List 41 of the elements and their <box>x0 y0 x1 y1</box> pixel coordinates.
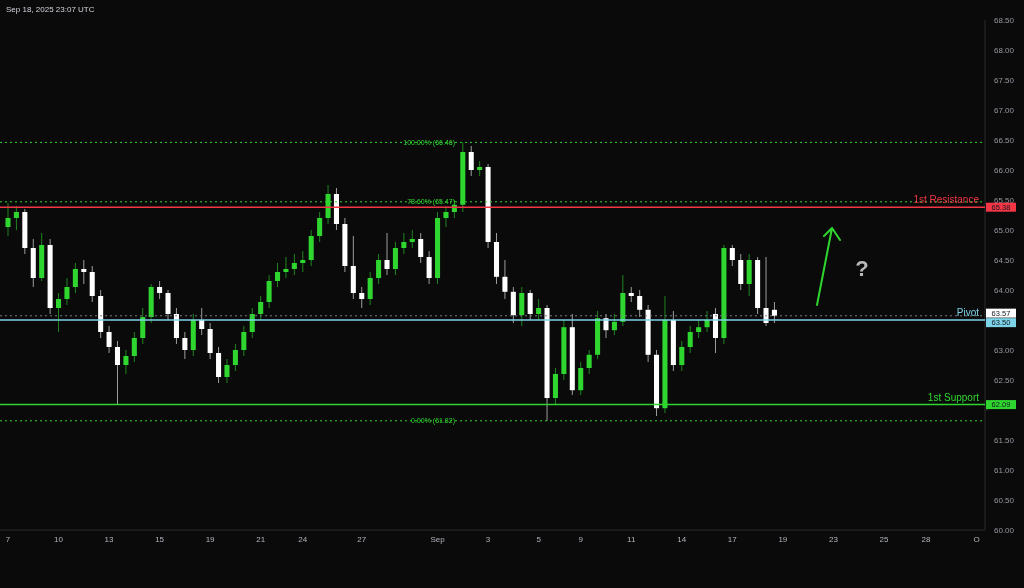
x-tick-label: 24 <box>298 535 308 544</box>
x-tick-label: 14 <box>677 535 687 544</box>
y-tick-label: 64.00 <box>993 285 1015 295</box>
ref-line-label: 1st Support <box>927 391 980 403</box>
x-tick-label: 25 <box>879 535 889 544</box>
y-tick-label: 66.00 <box>993 165 1015 175</box>
x-tick-label: 10 <box>54 535 64 544</box>
x-tick-label: 5 <box>536 535 542 544</box>
y-tick-label: 64.50 <box>993 255 1015 265</box>
x-tick-label: 21 <box>256 535 266 544</box>
x-tick-label: 27 <box>357 535 367 544</box>
y-tick-label: 68.00 <box>993 45 1015 55</box>
x-tick-label: 19 <box>778 535 788 544</box>
y-tick-label: 66.50 <box>993 135 1015 145</box>
ref-line-label: 1st Resistance <box>913 194 980 206</box>
y-tick-label: 60.00 <box>993 525 1015 535</box>
x-tick-label: 15 <box>155 535 165 544</box>
y-tick-label: 61.00 <box>993 465 1015 475</box>
x-tick-label: 9 <box>578 535 584 544</box>
x-tick-label: 23 <box>828 535 839 544</box>
x-tick-label: 3 <box>485 535 491 544</box>
x-tick-label: 13 <box>104 535 115 544</box>
y-tick-label: 60.50 <box>993 495 1015 505</box>
ref-line-label: Pivot <box>956 307 980 318</box>
x-tick-label: 19 <box>205 535 216 544</box>
text: Sep 18, 2025 23:07 UTC <box>6 5 95 14</box>
y-tick-label: 63.00 <box>993 345 1015 355</box>
y-tick-label: 65.50 <box>993 195 1015 205</box>
y-tick-label: 62.50 <box>993 375 1015 385</box>
x-tick-label: O <box>973 535 980 544</box>
y-tick-label: 61.50 <box>993 435 1015 445</box>
y-tick-label: 68.50 <box>993 15 1015 25</box>
y-tick-label: 67.50 <box>993 75 1015 85</box>
annotation: ? <box>855 256 869 281</box>
x-tick-label: 17 <box>727 535 738 544</box>
y-tick-label: 65.00 <box>993 225 1015 235</box>
x-tick-label: 7 <box>5 535 11 544</box>
x-tick-label: 28 <box>921 535 932 544</box>
y-tick-label: 67.00 <box>993 105 1015 115</box>
x-tick-label: Sep <box>430 535 446 544</box>
x-tick-label: 11 <box>627 535 636 544</box>
